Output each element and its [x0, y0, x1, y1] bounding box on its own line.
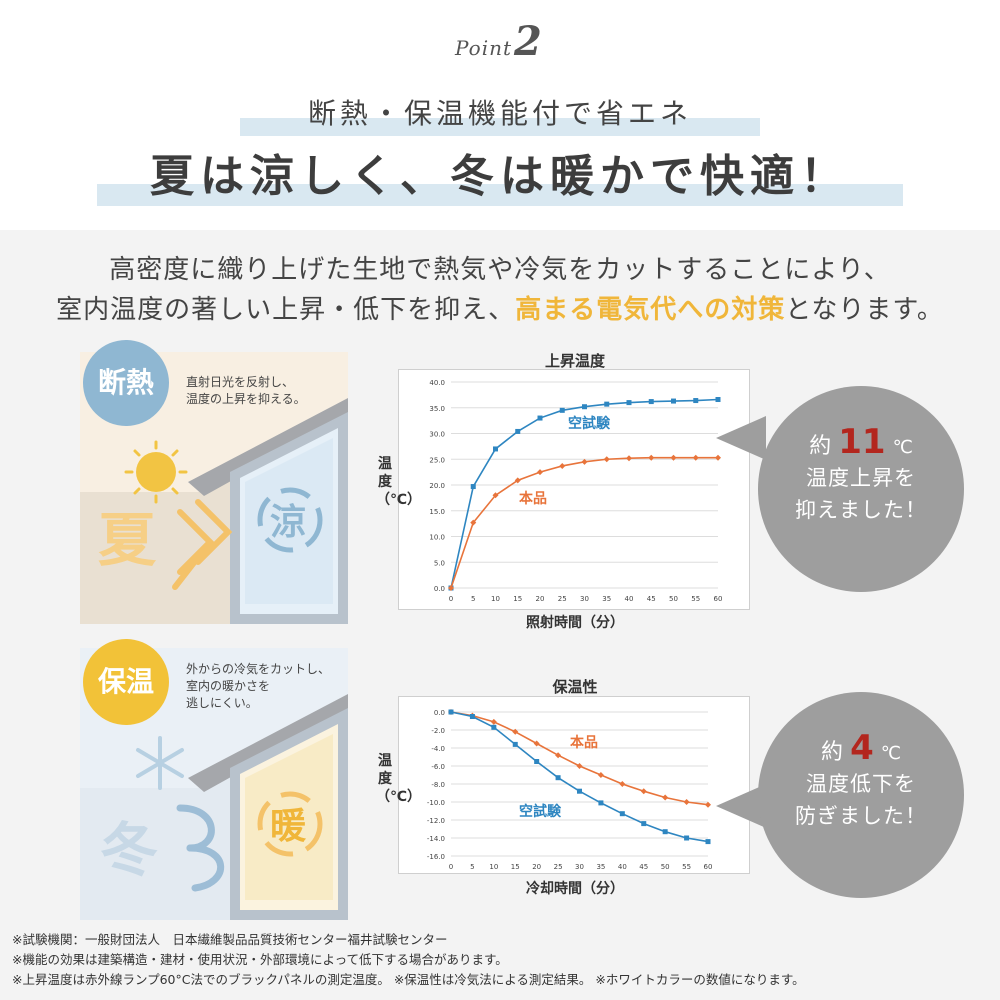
- chart-2-ylabel: 温度（℃）: [376, 753, 421, 805]
- chart-1-ylabel: 温度（℃）: [376, 456, 421, 508]
- insulation-badge: 断熱: [83, 340, 169, 426]
- page-title: 夏は涼しく、冬は暖かで快適！: [150, 151, 850, 202]
- bubble-2-tail: [716, 784, 766, 828]
- circulate-warm-arrow-icon: [257, 791, 323, 857]
- winter-house-illustration: 冬 暖: [80, 694, 348, 920]
- warming-text-line-1: 外からの冷気をカットし、: [186, 662, 331, 676]
- rise-line-2: 温度上昇を: [806, 466, 916, 490]
- sun-icon: [136, 452, 176, 492]
- subtitle-highlight: [240, 118, 760, 136]
- chart-1-xlabel: 照射時間（分）: [526, 615, 624, 631]
- chart-2-xlabel: 冷却時間（分）: [526, 881, 624, 897]
- cool-glyph: 涼: [270, 502, 306, 543]
- insulation-illustration: 夏 涼: [80, 352, 348, 624]
- summer-house-illustration: 夏 涼: [80, 398, 348, 624]
- insulation-text-line-1: 直射日光を反射し、: [186, 375, 295, 389]
- point-number: 2: [514, 18, 542, 65]
- reflect-arrow-icon: [172, 499, 233, 590]
- drop-callout: 約 4 ℃ 温度低下を 防ぎました！: [758, 692, 964, 898]
- chart-1-frame: [398, 369, 750, 610]
- warming-text-line-2: 室内の暖かさを: [186, 679, 271, 693]
- footnotes: ※試験機関：一般財団法人 日本繊維製品品質技術センター福井試験センター ※機能の…: [12, 930, 805, 990]
- insulation-text-line-2: 温度の上昇を抑える。: [186, 392, 306, 406]
- drop-line-2: 温度低下を: [806, 772, 916, 796]
- bubble-1-tail: [716, 416, 766, 460]
- circulate-arrow-icon: [257, 487, 323, 553]
- description-accent: 高まる電気代への対策: [515, 295, 786, 325]
- chart-2-title: 保温性: [552, 678, 598, 696]
- warming-text-line-3: 逃しにくい。: [186, 696, 258, 710]
- subtitle: 断熱・保温機能付で省エネ: [307, 97, 692, 130]
- warming-illustration: 冬 暖: [80, 648, 348, 920]
- drop-unit: ℃: [880, 743, 901, 764]
- chart-2-frame: [398, 696, 750, 874]
- chart-1-title: 上昇温度: [544, 352, 605, 370]
- description-line-2-pre: 室内温度の著しい上昇・低下を抑え、: [56, 295, 516, 325]
- point-word: Point: [455, 36, 513, 60]
- header-area: Point2 断熱・保温機能付で省エネ 夏は涼しく、冬は暖かで快適！: [0, 0, 1000, 230]
- drop-callout-value-line: 約 4 ℃: [758, 728, 964, 768]
- description-line-2: 室内温度の著しい上昇・低下を抑え、高まる電気代への対策となります。: [0, 290, 1000, 330]
- point-label: Point2: [455, 18, 542, 65]
- snowflake-icon: [136, 736, 184, 790]
- insulation-text: 直射日光を反射し、 温度の上昇を抑える。: [186, 374, 306, 408]
- summer-glyph: 夏: [98, 506, 157, 574]
- rise-callout: 約 11 ℃ 温度上昇を 抑えました！: [758, 386, 964, 592]
- rise-callout-value-line: 約 11 ℃: [758, 422, 964, 462]
- rise-prefix: 約: [809, 434, 832, 459]
- rise-unit: ℃: [892, 437, 913, 458]
- drop-line-3: 防ぎました！: [795, 804, 927, 828]
- drop-prefix: 約: [821, 740, 844, 765]
- footnote-2: ※機能の効果は建築構造・建材・使用状況・外部環境によって低下する場合があります。: [12, 952, 508, 967]
- footnote-1: ※試験機関：一般財団法人 日本繊維製品品質技術センター福井試験センター: [12, 932, 448, 947]
- footnote-3: ※上昇温度は赤外線ランプ60°C法でのブラックパネルの測定温度。 ※保温性は冷気…: [12, 972, 805, 987]
- warming-badge: 保温: [83, 639, 169, 725]
- title-highlight: [97, 184, 903, 206]
- description-line-1: 高密度に織り上げた生地で熱気や冷気をカットすることにより、: [109, 255, 891, 285]
- drop-value: 4: [850, 728, 874, 768]
- warming-text: 外からの冷気をカットし、 室内の暖かさを 逃しにくい。: [186, 661, 330, 712]
- winter-glyph: 冬: [100, 816, 158, 884]
- warm-glyph: 暖: [270, 806, 307, 847]
- description: 高密度に織り上げた生地で熱気や冷気をカットすることにより、 室内温度の著しい上昇…: [0, 250, 1000, 330]
- blocked-wind-arrow-icon: [176, 804, 225, 892]
- rise-line-3: 抑えました！: [795, 498, 927, 522]
- description-line-2-post: となります。: [785, 295, 944, 325]
- rise-value: 11: [838, 422, 886, 462]
